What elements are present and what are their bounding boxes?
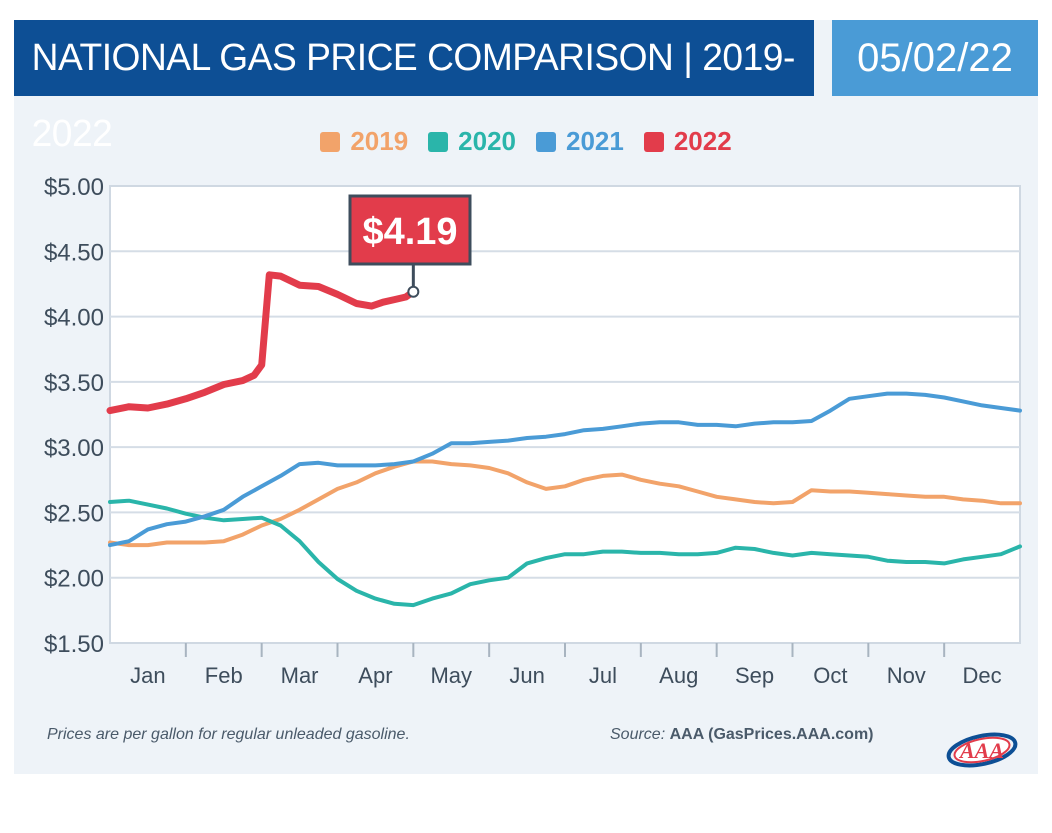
x-tick-label: Jul — [589, 663, 617, 688]
callout-value: $4.19 — [362, 211, 457, 253]
series-line-2021 — [108, 391, 1022, 548]
aaa-logo-icon: AAA — [946, 732, 1018, 768]
legend: 2019 2020 2021 2022 — [14, 126, 1038, 162]
legend-label: 2020 — [458, 126, 516, 156]
legend-item-2020: 2020 — [428, 126, 516, 157]
source-label: Source: — [610, 726, 666, 743]
x-tick-label: Aug — [659, 663, 698, 688]
y-tick-label: $2.50 — [44, 500, 104, 527]
y-tick-label: $1.50 — [44, 631, 104, 658]
line-chart: $5.00 $4.50 $4.00 $3.50 $3.00 $2.50 $2.00 $1.50… — [44, 174, 1022, 688]
y-tick-label: $4.00 — [44, 305, 104, 332]
legend-item-2021: 2021 — [536, 126, 624, 157]
source-credit: Source: AAA (GasPrices.AAA.com) — [610, 726, 874, 744]
x-tick-label: Dec — [963, 663, 1002, 688]
x-tick-label: Sep — [735, 663, 774, 688]
legend-swatch — [428, 131, 449, 152]
footnote: Prices are per gallon for regular unlead… — [47, 726, 410, 743]
callout-box — [348, 194, 472, 266]
source-value: AAA (GasPrices.AAA.com) — [669, 726, 874, 743]
chart-title: NATIONAL GAS PRICE COMPARISON | 2019-202… — [14, 20, 814, 155]
series-line-2019 — [108, 459, 1022, 548]
y-tick-label: $4.50 — [44, 239, 104, 266]
x-tick-label: Nov — [887, 663, 926, 688]
legend-swatch — [536, 131, 556, 152]
x-tick-label: Apr — [358, 663, 392, 688]
date-badge: 05/02/22 — [832, 20, 1038, 96]
x-tick-label: Feb — [205, 663, 243, 688]
plot-area — [109, 185, 1021, 644]
y-tick-label: $3.50 — [44, 370, 104, 397]
x-tick-label: Mar — [281, 663, 319, 688]
y-tick-label: $3.00 — [44, 435, 104, 462]
y-tick-label: $2.00 — [44, 566, 104, 593]
legend-item-2019: 2019 — [320, 126, 408, 157]
header: NATIONAL GAS PRICE COMPARISON | 2019-202… — [14, 20, 1038, 155]
y-tick-label: $5.00 — [44, 174, 104, 201]
series-line-2022 — [106, 271, 417, 415]
x-tick-label: Jun — [509, 663, 544, 688]
legend-swatch — [320, 131, 341, 152]
x-tick-label: May — [430, 663, 472, 688]
callout-marker — [407, 285, 420, 298]
legend-label: 2022 — [673, 126, 732, 156]
legend-item-2022: 2022 — [643, 126, 732, 157]
infographic-card: NATIONAL GAS PRICE COMPARISON | 2019-202… — [14, 20, 1038, 774]
logo-text: AAA — [958, 738, 1004, 763]
legend-swatch — [643, 131, 664, 152]
series-line-2020 — [108, 498, 1022, 608]
legend-label: 2021 — [566, 126, 624, 156]
legend-label: 2019 — [350, 126, 409, 156]
x-tick-label: Jan — [130, 663, 165, 688]
x-tick-label: Oct — [813, 663, 847, 688]
